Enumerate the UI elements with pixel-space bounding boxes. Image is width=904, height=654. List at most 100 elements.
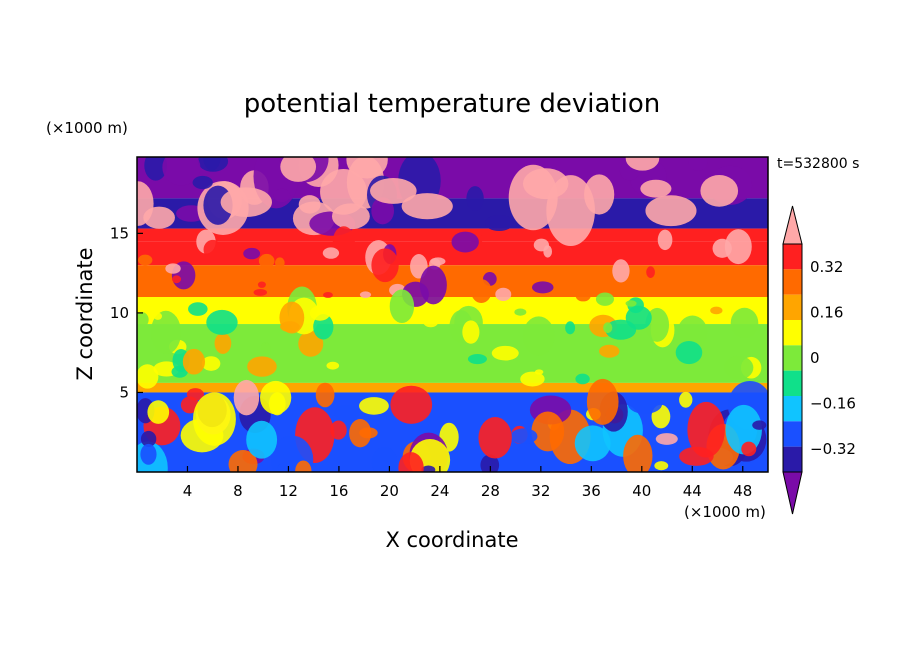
field-blob: [688, 157, 708, 171]
field-blob: [260, 380, 292, 415]
field-blob: [214, 332, 232, 354]
field-band: [137, 228, 768, 242]
colorbar-extend-max: [782, 205, 803, 245]
field-blob: [421, 465, 436, 472]
field-blob: [137, 364, 159, 389]
x-tick-label: 16: [329, 482, 348, 500]
field-blob: [752, 420, 767, 430]
colorbar-frame: [782, 243, 803, 473]
field-blob: [147, 400, 170, 424]
field-blob: [140, 443, 157, 465]
field-blob: [172, 275, 182, 284]
field-blob: [233, 379, 260, 416]
field-blob: [623, 434, 653, 472]
field-blob: [273, 188, 291, 203]
colorbar-segment: [783, 446, 802, 472]
field-blob: [349, 419, 372, 448]
x-tick-label: 40: [632, 482, 651, 500]
field-blob: [565, 321, 576, 335]
field-blob: [243, 247, 261, 260]
field-blob: [700, 175, 739, 207]
field-blob: [467, 354, 487, 365]
field-blob: [298, 195, 321, 214]
colorbar-segment: [783, 396, 802, 422]
field-blob: [150, 310, 182, 355]
field-blob: [466, 186, 484, 212]
field-blob: [323, 292, 333, 298]
field-blob: [334, 404, 360, 422]
field-blob: [510, 428, 538, 445]
field-blob: [188, 302, 208, 316]
x-tick-label: 8: [233, 482, 243, 500]
field-blob: [165, 263, 181, 274]
field-blob: [575, 373, 590, 385]
field-blob: [260, 343, 272, 355]
field-blob: [371, 446, 398, 472]
colorbar-segment: [783, 421, 802, 447]
field-area: [137, 157, 768, 472]
field-blob: [462, 320, 480, 344]
field-blob: [595, 292, 615, 306]
field-blob: [206, 309, 238, 335]
field-band: [137, 382, 768, 393]
field-blob: [330, 420, 347, 440]
field-blob: [625, 300, 637, 307]
field-blob: [140, 430, 157, 448]
field-blob: [612, 259, 630, 283]
field-blob: [640, 179, 672, 198]
field-blob: [495, 287, 512, 301]
field-blob: [309, 305, 331, 321]
field-blob: [584, 174, 615, 215]
y-axis-label: Z coordinate: [73, 247, 97, 380]
field-blob: [575, 290, 591, 302]
field-blob: [203, 157, 221, 171]
field-blob: [277, 463, 294, 472]
x-tick-label: 48: [733, 482, 752, 500]
field-blob: [359, 291, 372, 298]
field-blob: [295, 460, 312, 472]
field-blob: [371, 248, 399, 283]
colorbar-segment: [783, 320, 802, 346]
field-blob: [320, 168, 367, 215]
field-blob: [220, 187, 272, 217]
colorbar-segment: [783, 269, 802, 295]
field-band: [137, 241, 768, 266]
field-blob: [679, 446, 714, 466]
field-blob: [246, 420, 278, 459]
field-blob: [522, 316, 555, 356]
colorbar-label: 0.32: [810, 258, 843, 276]
field-blob: [480, 454, 500, 472]
field-blob: [398, 452, 424, 472]
field-blob: [419, 265, 447, 305]
field-blob: [655, 433, 678, 445]
field-blob: [257, 281, 266, 288]
field-band: [137, 265, 768, 297]
field-blob: [724, 229, 752, 265]
field-blob: [725, 404, 762, 455]
field-blob: [192, 175, 213, 190]
field-blob: [280, 321, 300, 333]
time-label: t=532800 s: [777, 156, 859, 172]
field-blob: [603, 322, 613, 334]
field-blob: [491, 345, 519, 361]
field-blob: [520, 371, 545, 387]
field-blob: [201, 356, 221, 371]
field-blob: [657, 229, 673, 251]
field-blob: [451, 231, 479, 253]
x-tick-label: 24: [430, 482, 449, 500]
y-tick-label: 5: [119, 383, 129, 401]
field-blob: [533, 238, 550, 252]
field-blob: [171, 365, 188, 378]
field-blob: [646, 266, 655, 278]
field-blob: [531, 281, 554, 294]
field-blob: [484, 214, 514, 231]
colorbar-label: 0: [810, 349, 820, 367]
chart-title: potential temperature deviation: [244, 89, 660, 119]
field-blob: [192, 392, 236, 446]
field-blob: [332, 226, 355, 257]
field-blob: [605, 319, 637, 340]
colorbar-extend-min: [782, 471, 803, 515]
field-blob: [687, 401, 725, 458]
x-tick-label: 4: [183, 482, 193, 500]
